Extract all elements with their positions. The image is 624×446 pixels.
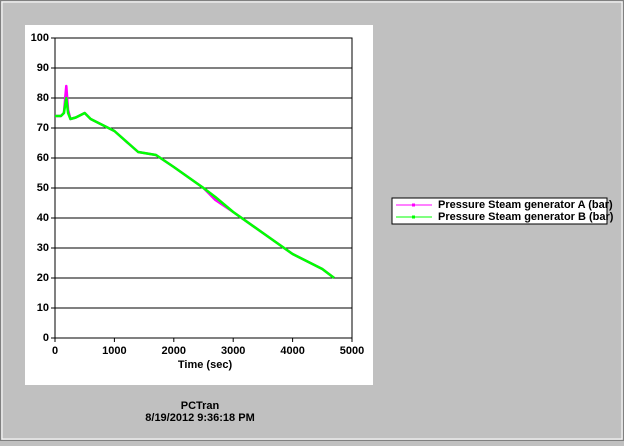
y-tick-label: 20 <box>37 272 49 284</box>
x-tick-label: 1000 <box>102 345 126 357</box>
legend-marker <box>412 203 415 207</box>
y-tick-label: 40 <box>37 212 49 224</box>
footer-title: PCTran <box>181 400 220 412</box>
y-tick-label: 50 <box>37 182 49 194</box>
series-line <box>55 96 335 279</box>
y-tick-label: 80 <box>37 92 49 104</box>
legend-label: Pressure Steam generator B (bar) <box>438 211 614 223</box>
legend-box <box>391 197 608 225</box>
y-tick-label: 60 <box>37 152 49 164</box>
y-tick-label: 100 <box>31 32 49 44</box>
x-tick-label: 5000 <box>340 345 364 357</box>
x-tick-label: 2000 <box>162 345 186 357</box>
y-tick-label: 0 <box>43 332 49 344</box>
x-axis-label: Time (sec) <box>178 359 233 371</box>
x-tick-label: 0 <box>52 345 58 357</box>
plot-area <box>54 37 353 339</box>
y-tick-label: 10 <box>37 302 49 314</box>
footer-date: 8/19/2012 9:36:18 PM <box>145 412 254 424</box>
x-tick-label: 3000 <box>221 345 245 357</box>
y-tick-label: 70 <box>37 122 49 134</box>
x-tick-label: 4000 <box>280 345 304 357</box>
plot-panel <box>25 25 373 385</box>
legend-label: Pressure Steam generator A (bar) <box>438 199 613 211</box>
y-tick-label: 90 <box>37 62 49 74</box>
y-tick-label: 30 <box>37 242 49 254</box>
legend-marker <box>412 215 415 219</box>
